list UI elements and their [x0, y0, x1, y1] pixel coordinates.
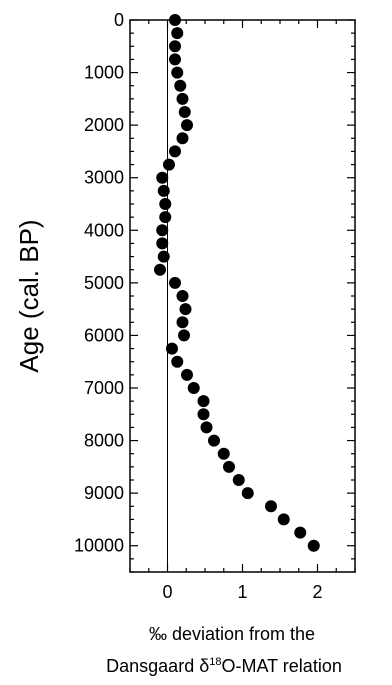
data-point — [166, 342, 178, 355]
data-point — [176, 132, 189, 145]
x-tick-label: 2 — [312, 582, 322, 602]
data-point — [307, 539, 320, 552]
x-tick-label: 1 — [237, 582, 247, 602]
data-point — [176, 316, 189, 329]
data-point — [159, 198, 172, 210]
y-tick-label: 2000 — [84, 115, 124, 135]
data-point — [223, 460, 235, 473]
y-tick-label: 10000 — [74, 536, 124, 556]
y-axis-ticks: 0 1000 2000 3000 4000 5000 6000 7000 8000 9000 100… — [74, 10, 355, 573]
data-point — [178, 106, 191, 118]
x-axis-ticks: 0 1 2 — [129, 20, 356, 602]
data-point — [277, 513, 290, 526]
data-point — [156, 224, 169, 237]
y-axis-label: Age (cal. BP) — [14, 219, 44, 372]
data-point — [181, 119, 193, 132]
data-point — [208, 434, 220, 447]
y-tick-label: 6000 — [84, 325, 124, 345]
data-point — [197, 408, 210, 421]
y-tick-label: 5000 — [84, 273, 124, 293]
data-point — [156, 237, 169, 250]
data-point — [157, 250, 170, 263]
data-point — [169, 40, 181, 53]
data-point — [197, 395, 210, 408]
data-point — [169, 145, 181, 158]
x-axis-label-line1: ‰ deviation from the — [149, 624, 315, 644]
data-points — [154, 14, 320, 552]
x-axis-label-prefix: Dansgaard δ — [106, 656, 209, 676]
data-point — [174, 79, 187, 92]
data-point — [241, 487, 254, 500]
data-point — [294, 526, 307, 539]
data-point — [159, 211, 172, 224]
y-tick-label: 9000 — [84, 483, 124, 503]
data-point — [200, 421, 213, 434]
x-tick-label: 0 — [162, 582, 172, 602]
y-tick-label: 8000 — [84, 431, 124, 451]
data-point — [169, 276, 181, 289]
y-tick-label: 1000 — [84, 63, 124, 83]
data-point — [179, 303, 192, 316]
data-point — [171, 66, 184, 79]
data-point — [171, 27, 184, 40]
plot-frame — [129, 19, 356, 573]
y-tick-label: 0 — [114, 10, 124, 30]
data-point — [171, 355, 184, 368]
x-axis-label-suffix: O-MAT relation — [221, 656, 341, 676]
data-point — [156, 171, 169, 184]
data-point — [176, 92, 189, 105]
y-tick-label: 4000 — [84, 220, 124, 240]
data-point — [154, 263, 166, 276]
y-tick-label: 7000 — [84, 378, 124, 398]
x-axis-label-line2: Dansgaard δ18O-MAT relation — [106, 656, 342, 676]
data-point — [169, 53, 181, 66]
data-point — [265, 500, 277, 513]
data-point — [163, 158, 175, 171]
data-point — [232, 474, 245, 486]
data-point — [169, 14, 181, 26]
data-point — [178, 329, 190, 342]
data-point — [187, 382, 200, 394]
data-point — [181, 368, 193, 381]
data-point — [176, 290, 189, 302]
data-point — [217, 447, 230, 460]
y-tick-label: 3000 — [84, 168, 124, 188]
data-point — [157, 184, 170, 197]
x-axis-label-superscript: 18 — [209, 656, 221, 668]
